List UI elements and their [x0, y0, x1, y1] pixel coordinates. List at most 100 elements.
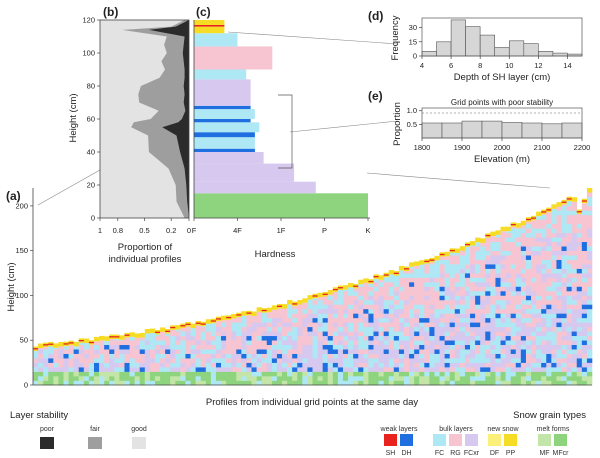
profile-cell	[353, 349, 359, 354]
profile-cell	[378, 331, 384, 337]
profile-cell	[485, 308, 491, 314]
profile-cell	[403, 353, 410, 359]
profile-cell	[383, 326, 390, 332]
profile-cell	[515, 308, 522, 314]
profile-cell	[200, 371, 207, 377]
profile-cell	[546, 219, 552, 225]
profile-cell	[556, 264, 562, 269]
profile-cell	[271, 335, 278, 341]
profile-cell	[480, 371, 486, 377]
profile-cell	[409, 282, 415, 287]
profile-sh-cell	[510, 223, 517, 226]
profile-cell	[444, 344, 451, 350]
profile-cell	[546, 371, 552, 377]
legend-swatch-rg	[449, 434, 462, 446]
profile-cell	[556, 380, 562, 386]
profile-cell	[515, 228, 522, 234]
profile-cell	[495, 290, 501, 296]
profile-cell	[388, 322, 395, 328]
profile-cell	[510, 286, 517, 292]
profile-cell	[586, 228, 593, 234]
profile-cell	[368, 286, 374, 292]
profile-cell	[393, 277, 400, 283]
profile-cell	[231, 340, 237, 346]
profile-cell	[236, 376, 242, 381]
profile-cell	[419, 268, 425, 274]
profile-cell	[337, 353, 344, 359]
profile-cell	[43, 376, 49, 381]
profile-cell	[322, 380, 329, 386]
profile-cell	[439, 259, 445, 265]
profile-sh-cell	[200, 323, 207, 325]
profile-cell	[546, 358, 552, 363]
profile-cell	[551, 304, 557, 310]
profile-cell	[546, 268, 552, 274]
profile-cell	[409, 277, 415, 283]
legend-stability-label-good: good	[131, 426, 147, 433]
profile-new-snow-cell	[144, 328, 151, 334]
profile-cell	[449, 264, 456, 269]
profile-cell	[236, 322, 242, 328]
profile-cell	[546, 335, 552, 341]
profile-cell	[500, 371, 506, 377]
profile-cell	[480, 273, 486, 278]
profile-cell	[520, 322, 527, 328]
profile-cell	[215, 340, 222, 346]
profile-cell	[541, 313, 547, 319]
profile-cell	[500, 353, 506, 359]
profile-cell	[358, 317, 364, 323]
profile-cell	[266, 371, 273, 377]
profile-cell	[546, 376, 552, 381]
profile-cell	[571, 255, 578, 260]
profile-cell	[256, 331, 262, 337]
profile-cell	[393, 313, 400, 319]
profile-cell	[490, 335, 496, 341]
profile-cell	[215, 321, 222, 323]
profile-cell	[449, 335, 456, 341]
profile-cell	[480, 313, 486, 319]
profile-new-snow-cell	[414, 261, 420, 266]
profile-cell	[129, 353, 135, 359]
hardness-layer-pp	[194, 20, 225, 25]
profile-cell	[515, 290, 522, 296]
profile-cell	[531, 299, 537, 305]
profile-cell	[180, 349, 186, 354]
profile-cell	[302, 344, 308, 350]
profile-cell	[439, 380, 445, 386]
panel-e-y-tick-label: 0.5	[407, 120, 417, 129]
legend-code-pp: PP	[506, 450, 516, 457]
legend-stability-swatch-poor	[40, 437, 54, 449]
profile-cell	[546, 367, 552, 372]
profile-cell	[470, 349, 476, 354]
profile-cell	[500, 282, 506, 287]
profile-cell	[322, 349, 329, 354]
profile-cell	[429, 340, 435, 346]
profile-cell	[363, 353, 369, 359]
profile-cell	[531, 344, 537, 350]
profile-cell	[531, 308, 537, 314]
profile-cell	[378, 317, 384, 323]
profile-cell	[470, 286, 476, 292]
profile-cell	[114, 340, 120, 346]
profile-cell	[114, 371, 120, 377]
profile-cell	[124, 340, 130, 346]
profile-cell	[520, 326, 527, 332]
panel-e-y-tick-label: 1.0	[407, 106, 417, 115]
profile-cell	[515, 264, 522, 269]
profile-cell	[520, 304, 527, 310]
panel-b-x-tick-label: 1	[98, 226, 102, 235]
profile-cell	[419, 304, 425, 310]
profile-cell	[332, 340, 339, 346]
profile-cell	[93, 362, 100, 368]
profile-cell	[495, 255, 501, 260]
profile-cell	[525, 228, 532, 234]
profile-cell	[439, 256, 445, 260]
profile-cell	[58, 367, 64, 372]
profile-new-snow-cell	[205, 319, 212, 324]
profile-cell	[566, 371, 572, 377]
profile-cell	[495, 234, 501, 238]
profile-cell	[221, 371, 227, 377]
profile-cell	[581, 223, 588, 229]
profile-cell	[525, 335, 532, 341]
profile-cell	[414, 362, 420, 368]
